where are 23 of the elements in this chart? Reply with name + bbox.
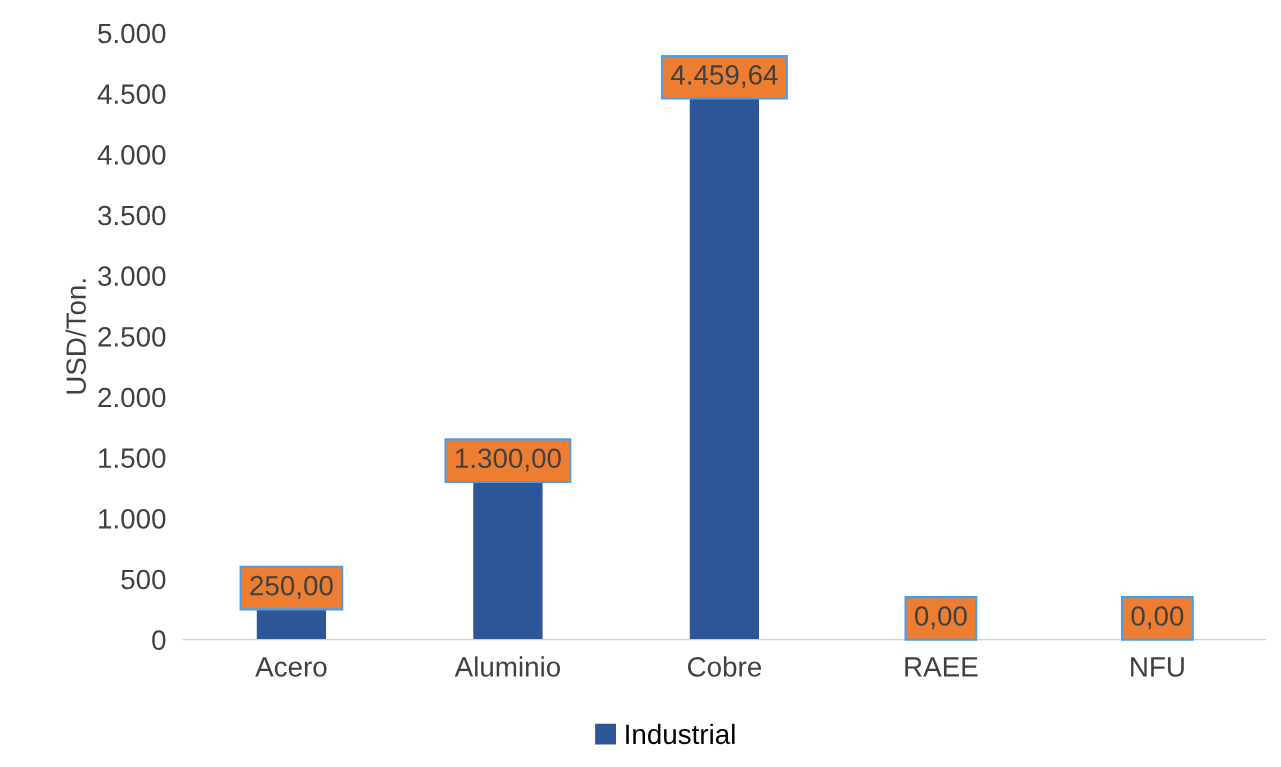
y-tick-label: 3.500	[98, 205, 166, 226]
legend-label: Industrial	[626, 723, 735, 745]
y-tick-label: 2.000	[98, 387, 166, 408]
y-tick-label: 5.000	[98, 23, 166, 44]
y-tick-label: 0	[152, 630, 166, 651]
data-label: 250,00	[250, 575, 333, 599]
y-tick-label: 4.500	[97, 84, 166, 104]
x-tick-label: RAEE	[905, 657, 978, 677]
data-label: 4.459,64	[670, 65, 778, 89]
data-label: 0,00	[1131, 606, 1184, 630]
y-tick-label: 500	[121, 569, 166, 590]
y-tick-label: 1.000	[99, 509, 166, 529]
x-tick-label: Acero	[255, 657, 327, 677]
x-tick-label: Cobre	[687, 656, 761, 677]
y-axis-title: USD/Ton.	[65, 279, 86, 394]
y-tick-label: 3.000	[98, 266, 166, 286]
x-tick-label: Aluminio	[454, 656, 561, 677]
x-tick-label: NFU	[1131, 657, 1184, 677]
y-tick-label: 1.500	[99, 448, 166, 469]
data-label: 0,00	[914, 606, 967, 630]
y-tick-label: 2.500	[98, 327, 166, 347]
data-label: 1.300,00	[455, 448, 561, 472]
y-tick-label: 4.000	[97, 144, 166, 165]
